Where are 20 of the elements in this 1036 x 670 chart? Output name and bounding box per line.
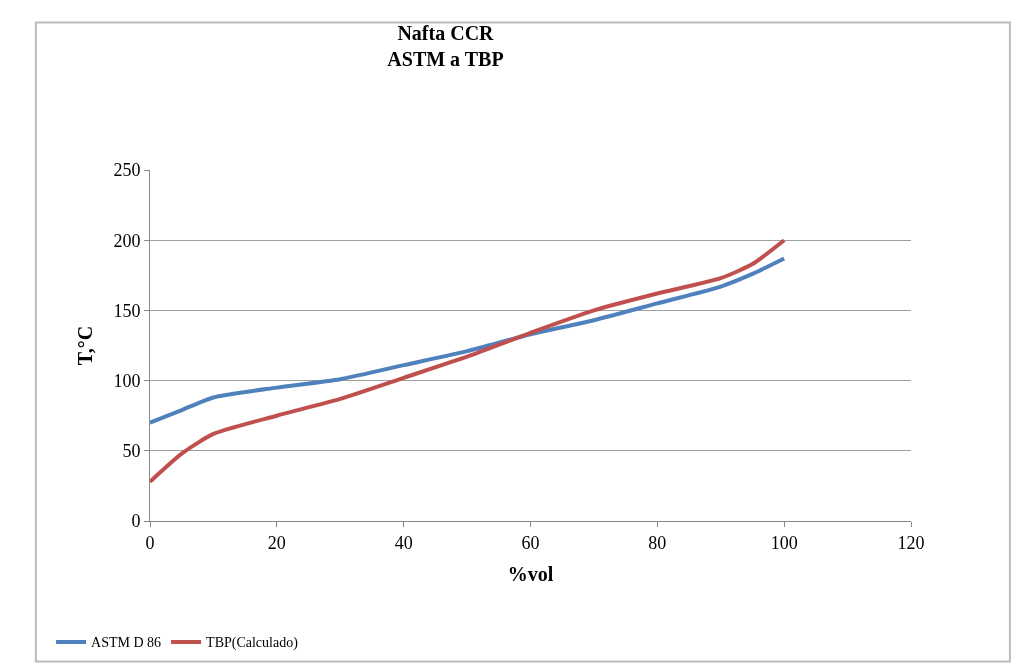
x-tick-label: 0 [145,532,155,553]
y-tick-label: 100 [113,370,141,391]
y-tick-label: 200 [113,230,141,251]
x-tick-label: 60 [521,532,540,553]
x-tick-label: 100 [770,532,798,553]
y-axis-title: T,°C [73,325,96,366]
line-series [150,256,787,425]
y-tick-label: 0 [131,511,141,532]
y-tick-label: 50 [122,441,141,462]
chart-title: Nafta CCR ASTM a TBP [387,22,504,71]
x-axis-title: %vol [507,563,554,586]
x-tick-label: 20 [267,532,286,553]
y-tick-label: 250 [113,160,141,181]
legend-label: TBP(Calculado) [206,635,299,652]
legend-label: ASTM D 86 [91,635,162,651]
x-tick-label: 40 [394,532,413,553]
y-tick-label: 150 [113,300,141,321]
x-tick-label: 120 [897,532,925,553]
x-tick-label: 80 [648,532,667,553]
line-series [150,238,787,484]
